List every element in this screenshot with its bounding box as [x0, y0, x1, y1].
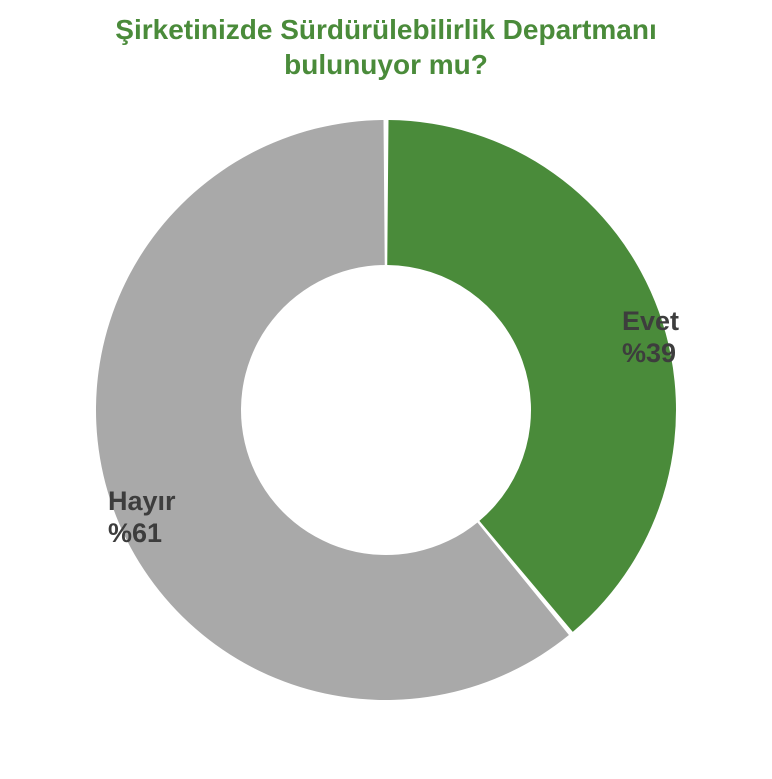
slice-label-hayir: Hayır %61: [108, 485, 176, 550]
slice-label-hayir-name: Hayır: [108, 486, 176, 516]
slice-label-evet-name: Evet: [622, 306, 679, 336]
slice-label-hayir-value: %61: [108, 518, 162, 548]
donut-svg: [86, 110, 686, 710]
chart-title-line2: bulunuyor mu?: [284, 49, 488, 80]
chart-title: Şirketinizde Sürdürülebilirlik Departman…: [0, 0, 772, 82]
chart-title-line1: Şirketinizde Sürdürülebilirlik Departman…: [115, 14, 656, 45]
slice-label-evet: Evet %39: [622, 305, 679, 370]
donut-chart: [86, 110, 686, 710]
slice-label-evet-value: %39: [622, 338, 676, 368]
